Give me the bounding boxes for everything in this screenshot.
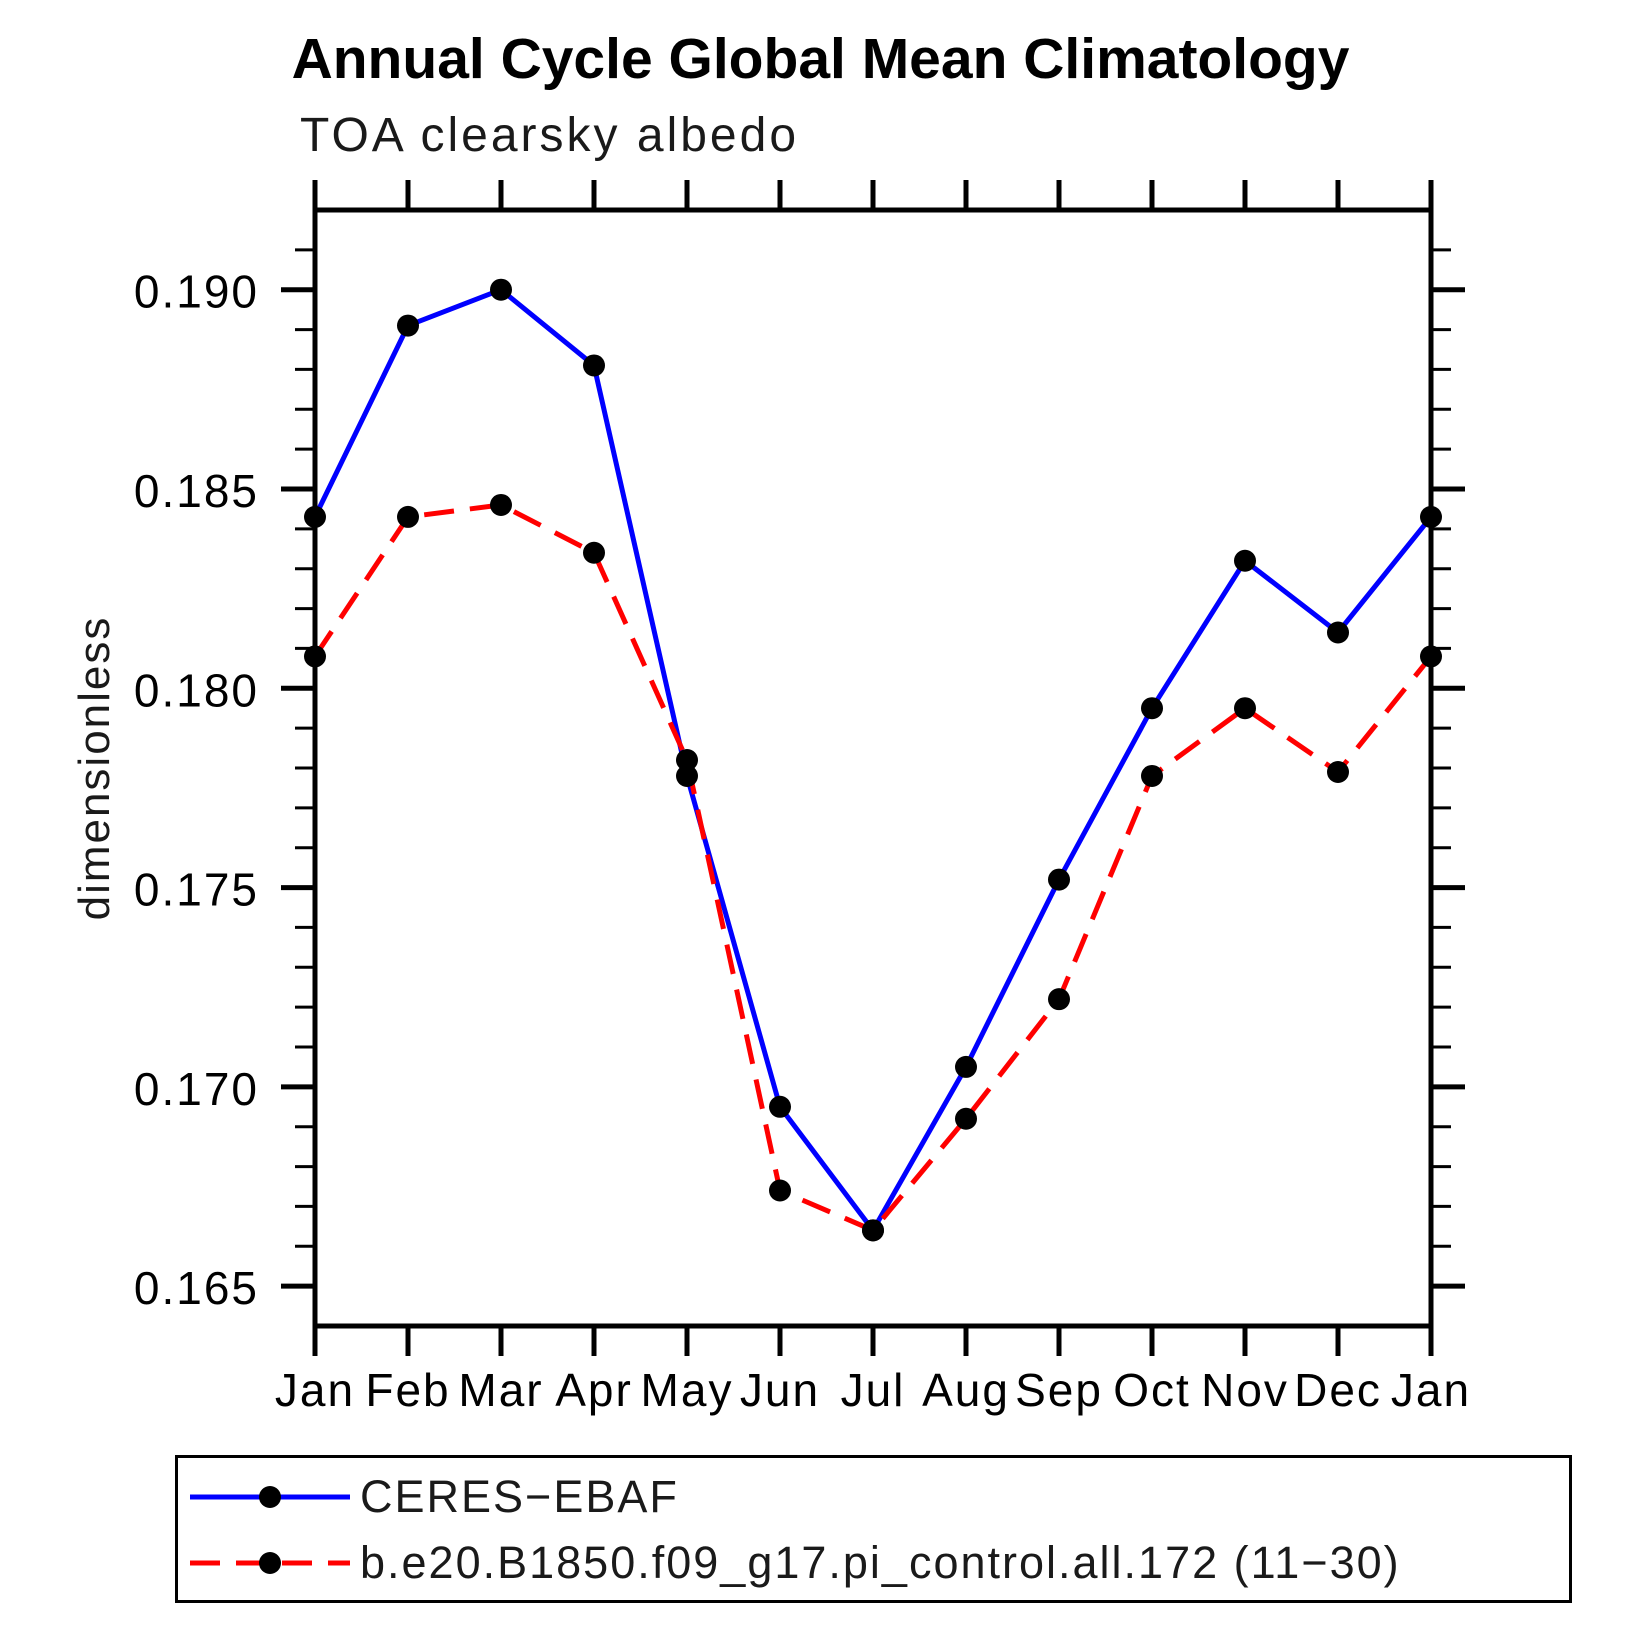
data-point-marker	[769, 1179, 791, 1202]
x-tick-label: Dec	[1294, 1364, 1382, 1416]
x-tick-label: Jun	[740, 1364, 820, 1416]
x-tick-label: Jan	[275, 1364, 355, 1416]
y-tick-label: 0.165	[134, 1262, 259, 1314]
data-point-marker	[583, 541, 605, 564]
x-tick-label: Aug	[922, 1364, 1010, 1416]
data-point-marker	[304, 645, 326, 668]
legend-box: CERES−EBAF b.e20.B1850.f09_g17.pi_contro…	[175, 1455, 1572, 1603]
legend-swatch-solid-line	[190, 1486, 350, 1508]
data-point-marker	[1327, 760, 1349, 783]
series-line	[312, 286, 1433, 1235]
chart-subtitle: TOA clearsky albedo	[300, 109, 800, 162]
y-tick-label: 0.175	[134, 864, 259, 916]
legend-marker-icon	[259, 1486, 281, 1508]
x-tick-label: Feb	[365, 1364, 450, 1416]
y-tick-label: 0.190	[134, 266, 259, 318]
data-point-marker	[1234, 549, 1256, 572]
chart-title: Annual Cycle Global Mean Climatology	[291, 27, 1350, 91]
data-point-marker	[1327, 621, 1349, 644]
legend-label-ceres: CERES−EBAF	[360, 1471, 679, 1522]
x-tick-label: Jan	[1391, 1364, 1471, 1416]
data-point-marker	[1234, 697, 1256, 720]
x-tick-label: Oct	[1113, 1364, 1191, 1416]
data-point-marker	[583, 354, 605, 377]
data-point-marker	[955, 1107, 977, 1130]
plot-border	[312, 207, 1434, 1329]
x-tick-label: Nov	[1201, 1364, 1289, 1416]
y-tick-label: 0.180	[134, 664, 259, 716]
data-point-marker	[1141, 697, 1163, 720]
series-line	[312, 502, 1433, 1234]
legend-swatch-dashed-line	[190, 1552, 350, 1574]
data-point-marker	[676, 749, 698, 772]
x-tick-label: Apr	[555, 1364, 633, 1416]
data-point-marker	[1420, 645, 1442, 668]
data-point-marker	[1141, 764, 1163, 787]
legend-row-model: b.e20.B1850.f09_g17.pi_control.all.172 (…	[178, 1530, 1569, 1596]
legend-row-ceres: CERES−EBAF	[178, 1464, 1569, 1530]
x-tick-label: Sep	[1015, 1364, 1103, 1416]
data-point-marker	[769, 1095, 791, 1118]
x-tick-label: May	[641, 1364, 734, 1416]
data-point-marker	[1420, 505, 1442, 528]
y-tick-label: 0.170	[134, 1063, 259, 1115]
data-point-marker	[1048, 868, 1070, 891]
data-point-marker	[304, 505, 326, 528]
data-point-marker	[862, 1219, 884, 1242]
data-point-marker	[397, 505, 419, 528]
y-tick-label: 0.185	[134, 465, 259, 517]
data-point-marker	[955, 1055, 977, 1078]
x-tick-label: Mar	[458, 1364, 543, 1416]
legend-label-model: b.e20.B1850.f09_g17.pi_control.all.172 (…	[360, 1537, 1401, 1588]
data-point-marker	[490, 493, 512, 516]
data-point-marker	[1048, 988, 1070, 1011]
x-tick-label: Jul	[841, 1364, 906, 1416]
data-point-marker	[676, 764, 698, 787]
data-point-marker	[397, 314, 419, 337]
data-point-marker	[490, 278, 512, 301]
legend-marker-icon	[259, 1552, 281, 1574]
